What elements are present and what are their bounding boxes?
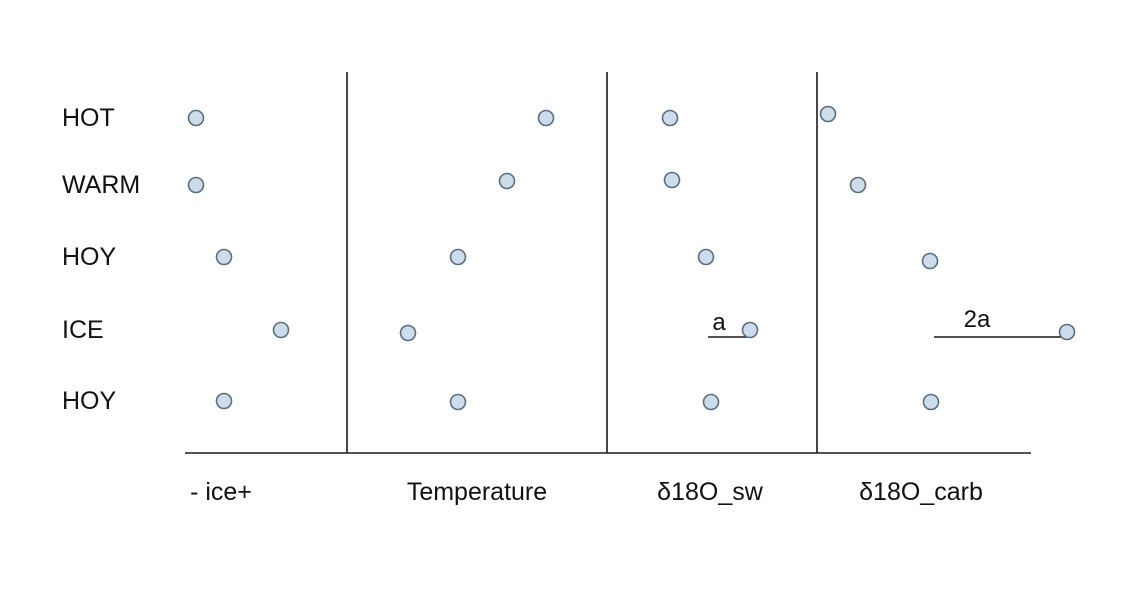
row-label-hoy-2: HOY — [62, 387, 117, 415]
data-point-panel3-hoy — [702, 393, 720, 411]
data-point-panel3-ice — [741, 321, 759, 339]
data-point-panel1-hoy — [215, 392, 233, 410]
data-point-panel1-hoy — [215, 248, 233, 266]
column-label-temperature: Temperature — [407, 478, 547, 506]
chart-geometry — [185, 72, 1076, 454]
data-point-panel2-hoy — [449, 248, 467, 266]
column-label-d18o-carb: δ18O_carb — [859, 478, 983, 506]
data-point-panel1-hot — [187, 109, 205, 127]
row-label-hoy-1: HOY — [62, 243, 117, 271]
row-label-ice: ICE — [62, 316, 104, 344]
data-point-panel1-warm — [187, 176, 205, 194]
data-point-panel4-ice — [1058, 323, 1076, 341]
annotation-2a-label: 2a — [964, 306, 991, 333]
data-point-panel4-hoy — [921, 252, 939, 270]
data-point-panel2-warm — [498, 172, 516, 190]
data-point-panel2-hoy — [449, 393, 467, 411]
row-label-warm: WARM — [62, 171, 140, 199]
column-labels: - ice+ Temperature δ18O_sw δ18O_carb — [190, 478, 983, 506]
column-label-d18o-sw: δ18O_sw — [657, 478, 764, 506]
column-label-ice-axis: - ice+ — [190, 478, 252, 506]
data-point-panel3-hot — [661, 109, 679, 127]
annotation-labels: a 2a — [712, 306, 991, 336]
data-point-panel1-ice — [272, 321, 290, 339]
row-labels: HOT WARM HOY ICE HOY — [62, 104, 140, 415]
data-point-panel4-hot — [819, 105, 837, 123]
row-label-hot: HOT — [62, 104, 115, 132]
annotation-a-label: a — [712, 309, 726, 336]
data-point-panel3-warm — [663, 171, 681, 189]
data-point-panel3-hoy — [697, 248, 715, 266]
data-point-panel4-warm — [849, 176, 867, 194]
data-point-panel4-hoy — [922, 393, 940, 411]
data-point-panel2-hot — [537, 109, 555, 127]
data-point-panel2-ice — [399, 324, 417, 342]
